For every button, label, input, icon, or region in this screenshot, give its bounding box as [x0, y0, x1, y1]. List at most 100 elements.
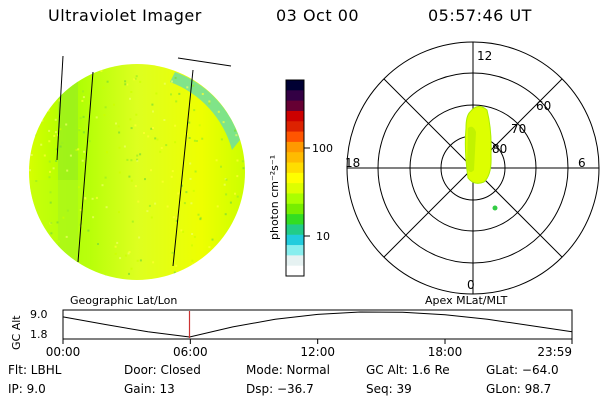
colorbar-cell	[286, 214, 304, 225]
speckle	[227, 100, 230, 103]
colorbar-tick-label: 10	[316, 230, 330, 243]
speckle	[201, 93, 204, 95]
colorbar-cell	[286, 162, 304, 174]
speckle	[32, 103, 35, 106]
speckle	[171, 80, 173, 83]
speckle	[39, 266, 42, 269]
speckle	[129, 97, 131, 100]
speckle	[32, 235, 35, 237]
mlt-label-12: 12	[477, 49, 492, 63]
speckle	[128, 272, 130, 275]
speckle	[57, 240, 60, 243]
speckle	[230, 71, 233, 74]
speckle	[69, 154, 72, 157]
speckle	[191, 233, 194, 235]
speckle	[46, 264, 49, 267]
colorbar-cell	[286, 131, 304, 143]
speckle	[139, 80, 142, 83]
speckle	[55, 148, 58, 151]
speckle	[103, 275, 106, 278]
speckle	[91, 197, 94, 200]
speckle	[227, 84, 230, 87]
speckle	[220, 165, 222, 168]
speckle	[175, 264, 178, 267]
speckle	[62, 216, 65, 219]
speckle	[58, 99, 61, 102]
glon-label: GLon: 98.7	[486, 382, 552, 396]
speckle	[124, 80, 127, 83]
speckle	[166, 205, 169, 208]
speckle	[94, 70, 97, 73]
speckle	[126, 83, 129, 86]
speckle	[130, 267, 133, 270]
colorbar-cell	[286, 152, 304, 164]
speckle	[234, 64, 237, 67]
speckle	[183, 202, 186, 205]
speckle	[211, 238, 214, 241]
speckle	[118, 146, 121, 149]
speckle	[30, 154, 33, 156]
speckle	[199, 278, 202, 280]
speckle	[130, 179, 133, 182]
speckle	[135, 113, 138, 116]
speckle	[175, 100, 178, 103]
timeline-xtick-label: 00:00	[46, 345, 81, 359]
speckle	[41, 119, 44, 122]
speckle	[118, 211, 120, 214]
speckle	[189, 162, 192, 165]
speckle	[57, 66, 60, 69]
speckle	[129, 118, 132, 121]
colorbar-cell	[286, 224, 304, 236]
speckle	[239, 81, 242, 84]
speckle	[61, 141, 64, 144]
speckle	[82, 115, 85, 118]
speckle	[87, 229, 90, 232]
speckle	[100, 69, 103, 72]
speckle	[50, 232, 53, 235]
speckle	[54, 131, 57, 134]
speckle	[192, 78, 195, 81]
speckle	[29, 108, 32, 110]
speckle	[139, 153, 142, 156]
speckle	[81, 75, 84, 77]
speckle	[34, 109, 37, 112]
speckle-noise	[29, 64, 245, 280]
timeline-xtick-label: 18:00	[428, 345, 463, 359]
speckle	[67, 79, 70, 82]
altitude-timeline: GC Alt 9.0 1.8 00:00 06:00 12:00 18:00 23:59	[10, 308, 573, 359]
speckle	[97, 243, 99, 245]
speckle	[154, 137, 157, 140]
speckle	[210, 270, 213, 272]
speckle	[225, 193, 228, 196]
seq-label: Seq: 39	[366, 382, 412, 396]
speckle	[35, 180, 38, 182]
speckle	[226, 89, 229, 92]
speckle	[186, 86, 189, 89]
speckle	[49, 191, 52, 194]
speckle	[134, 77, 137, 80]
speckle	[181, 275, 184, 278]
speckle	[170, 175, 173, 178]
speckle	[137, 200, 140, 203]
speckle	[195, 140, 198, 142]
colorbar-cell	[286, 265, 304, 277]
speckle	[241, 121, 244, 124]
speckle	[192, 189, 195, 192]
colorbar-cell	[286, 121, 304, 133]
speckle	[136, 259, 139, 262]
speckle	[220, 138, 223, 141]
speckle	[114, 245, 117, 248]
speckle	[174, 124, 177, 127]
speckle	[66, 209, 69, 212]
speckle	[123, 145, 126, 148]
filter-label: Flt: LBHL	[8, 363, 62, 377]
colorbar-cell	[286, 110, 304, 122]
mlt-label-0: 0	[467, 278, 475, 292]
colorbar-cell	[286, 234, 304, 246]
speckle	[66, 169, 69, 172]
speckle	[48, 160, 51, 163]
speckle	[193, 109, 196, 112]
timeline-xtick-label: 12:00	[300, 345, 335, 359]
speckle	[34, 133, 37, 136]
speckle	[144, 178, 146, 181]
